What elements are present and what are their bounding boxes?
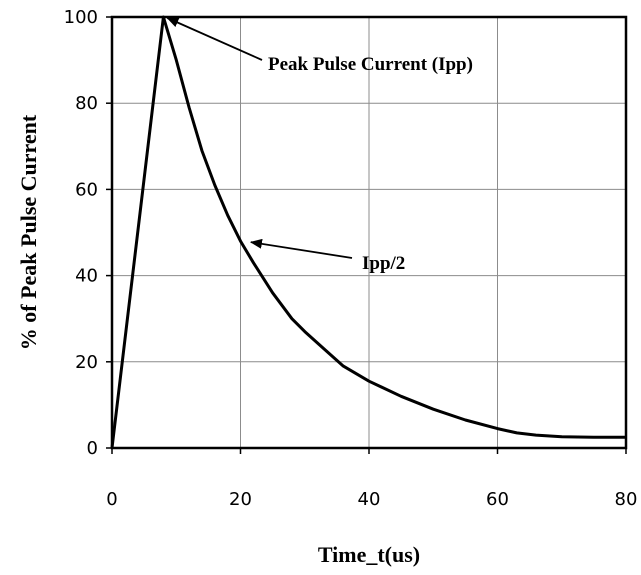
x-tick-label: 80 (615, 489, 638, 510)
y-tick-label: 40 (75, 266, 98, 287)
y-axis-title: % of Peak Pulse Current (16, 114, 41, 350)
annotation-label: Ipp/2 (362, 253, 405, 274)
annotation-arrow (166, 17, 263, 61)
x-tick-labels: 0 20 40 60 80 (106, 448, 637, 510)
x-tick-label: 20 (229, 489, 252, 510)
x-tick-label: 60 (486, 489, 509, 510)
series-line-0 (110, 15, 626, 449)
x-tick-label: 0 (106, 489, 117, 510)
y-tick-label: 20 (75, 352, 98, 373)
annotations: Peak Pulse Current (Ipp) Ipp/2 (166, 17, 473, 274)
x-axis-title: Time_t(us) (318, 542, 420, 567)
annotation-label: Peak Pulse Current (Ipp) (268, 54, 473, 75)
y-tick-labels: 0 20 40 60 80 100 (64, 7, 112, 459)
y-tick-label: 100 (64, 7, 98, 28)
grid (112, 17, 626, 448)
annotation-arrow (249, 238, 353, 259)
y-tick-label: 0 (87, 438, 98, 459)
y-tick-label: 80 (75, 93, 98, 114)
y-tick-label: 60 (75, 179, 98, 200)
x-tick-label: 40 (358, 489, 381, 510)
